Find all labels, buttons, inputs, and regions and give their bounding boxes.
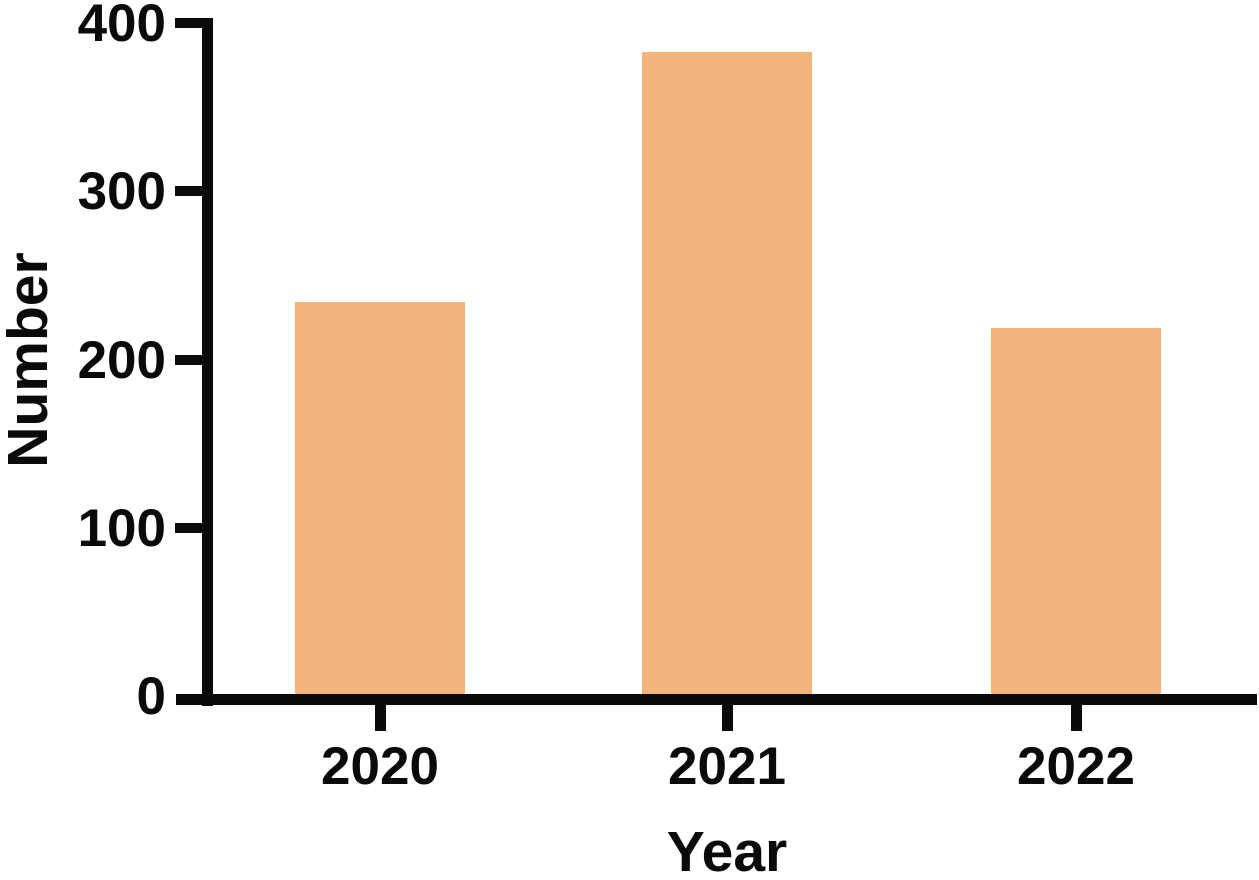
y-tick-label-300: 300	[77, 162, 166, 221]
y-axis-line	[202, 18, 213, 706]
y-tick-400	[175, 18, 203, 28]
bar-2022	[991, 328, 1161, 696]
bar-2021	[642, 52, 812, 696]
x-tick-label-2022: 2022	[1017, 737, 1135, 796]
y-tick-label-100: 100	[77, 499, 166, 558]
x-tick-label-2021: 2021	[668, 737, 786, 796]
x-tick-2020	[375, 705, 386, 731]
y-tick-300	[175, 186, 203, 196]
x-tick-2022	[1071, 705, 1082, 731]
y-tick-label-400: 400	[77, 0, 166, 53]
x-tick-label-2020: 2020	[321, 737, 439, 796]
y-tick-label-200: 200	[77, 331, 166, 390]
bar-2020	[295, 302, 465, 696]
x-axis-title: Year	[666, 820, 788, 880]
y-tick-200	[175, 355, 203, 365]
x-axis-line	[176, 694, 1257, 705]
y-tick-100	[175, 523, 203, 533]
x-tick-2021	[722, 705, 733, 731]
y-tick-label-0: 0	[136, 667, 166, 726]
